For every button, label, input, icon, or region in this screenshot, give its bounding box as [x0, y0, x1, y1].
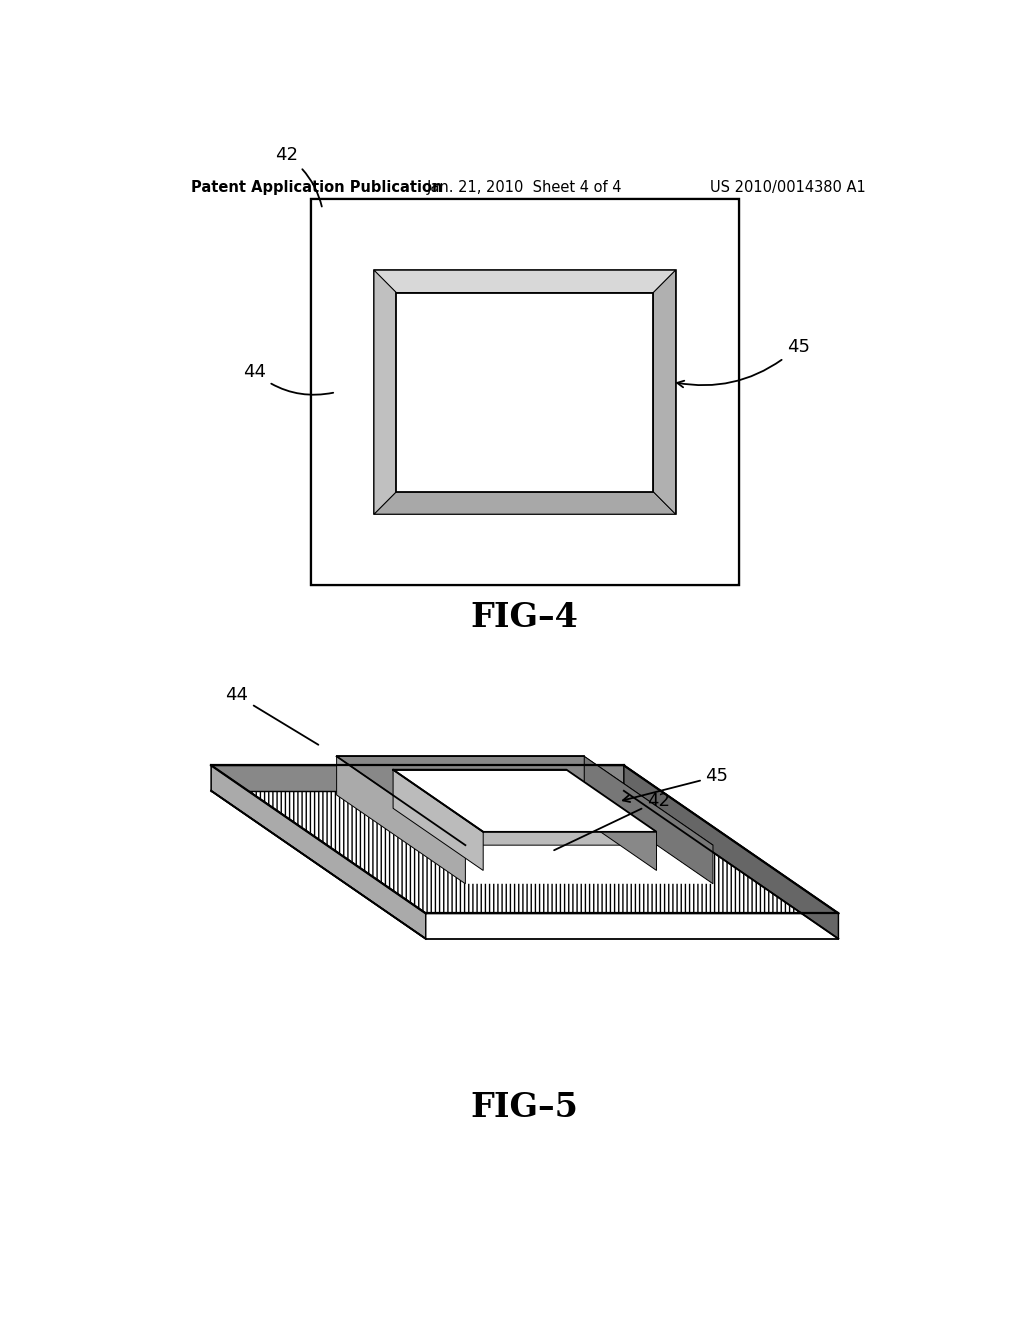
Polygon shape: [393, 770, 656, 832]
Text: 45: 45: [623, 767, 728, 803]
Text: 42: 42: [554, 792, 670, 850]
Polygon shape: [374, 271, 676, 293]
Polygon shape: [337, 795, 713, 884]
Text: FIG–5: FIG–5: [471, 1092, 579, 1125]
Polygon shape: [374, 492, 676, 513]
Polygon shape: [396, 293, 653, 492]
Polygon shape: [374, 271, 676, 513]
Text: Jan. 21, 2010  Sheet 4 of 4: Jan. 21, 2010 Sheet 4 of 4: [427, 180, 623, 195]
Polygon shape: [337, 756, 585, 770]
Polygon shape: [211, 766, 624, 791]
Polygon shape: [337, 756, 585, 795]
Polygon shape: [393, 770, 566, 808]
Text: FIG–4: FIG–4: [471, 601, 579, 634]
Polygon shape: [310, 199, 374, 585]
Polygon shape: [566, 756, 713, 845]
Polygon shape: [653, 271, 676, 513]
Polygon shape: [310, 513, 739, 585]
Polygon shape: [310, 199, 739, 585]
Text: 42: 42: [274, 147, 322, 206]
Polygon shape: [211, 766, 839, 913]
Polygon shape: [310, 199, 739, 271]
Polygon shape: [624, 766, 839, 939]
Text: 44: 44: [243, 363, 333, 395]
Polygon shape: [465, 832, 713, 845]
Polygon shape: [393, 770, 483, 870]
Text: US 2010/0014380 A1: US 2010/0014380 A1: [711, 180, 866, 195]
Polygon shape: [337, 756, 483, 845]
Polygon shape: [374, 271, 396, 513]
Polygon shape: [566, 770, 656, 870]
Polygon shape: [676, 199, 739, 585]
Text: 45: 45: [677, 338, 810, 387]
Polygon shape: [211, 766, 426, 939]
Text: 44: 44: [225, 686, 318, 744]
Polygon shape: [337, 756, 465, 884]
Text: Patent Application Publication: Patent Application Publication: [191, 180, 443, 195]
Polygon shape: [585, 756, 713, 884]
